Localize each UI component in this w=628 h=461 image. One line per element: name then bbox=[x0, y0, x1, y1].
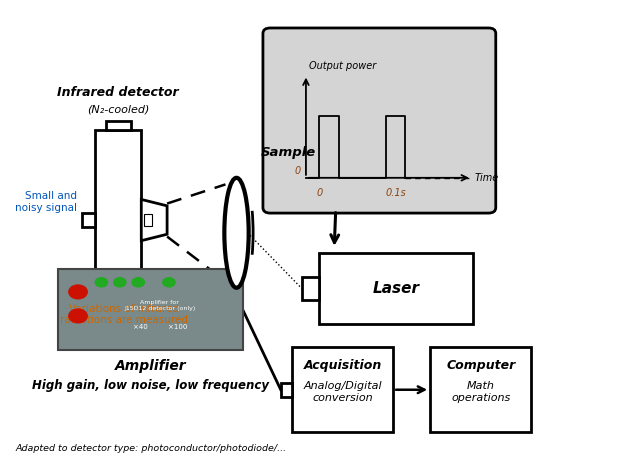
Circle shape bbox=[114, 278, 126, 287]
Bar bbox=[106, 121, 131, 130]
Bar bbox=[82, 213, 95, 227]
Circle shape bbox=[132, 278, 144, 287]
Text: Amplifier: Amplifier bbox=[115, 359, 187, 373]
Text: (N₂-cooled): (N₂-cooled) bbox=[87, 105, 149, 115]
Text: Variations of infrared
radiations are measured: Variations of infrared radiations are me… bbox=[60, 304, 188, 325]
Text: Output power: Output power bbox=[309, 61, 376, 71]
Bar bbox=[58, 269, 242, 349]
Circle shape bbox=[69, 285, 87, 299]
Bar bbox=[95, 130, 141, 285]
Text: Time: Time bbox=[475, 173, 499, 183]
Polygon shape bbox=[141, 200, 167, 241]
Text: 0: 0 bbox=[316, 188, 322, 198]
Text: ×40         ×100: ×40 ×100 bbox=[133, 324, 187, 330]
Text: Analog/Digital
conversion: Analog/Digital conversion bbox=[303, 381, 382, 403]
Bar bbox=[144, 214, 152, 226]
Bar bbox=[292, 347, 393, 432]
Bar bbox=[320, 254, 473, 325]
Text: High gain, low noise, low frequency: High gain, low noise, low frequency bbox=[32, 379, 269, 392]
Circle shape bbox=[163, 278, 175, 287]
Text: Infrared detector: Infrared detector bbox=[57, 86, 179, 99]
Text: 0.1s: 0.1s bbox=[385, 188, 406, 198]
Text: Computer: Computer bbox=[446, 359, 516, 372]
Text: 0: 0 bbox=[295, 165, 301, 176]
Text: Small and
noisy signal: Small and noisy signal bbox=[15, 191, 77, 213]
Bar bbox=[430, 347, 531, 432]
Text: Math
operations: Math operations bbox=[451, 381, 511, 403]
Circle shape bbox=[69, 309, 87, 323]
Bar bbox=[302, 278, 320, 301]
Text: Amplifier for
J15D12 detector (only): Amplifier for J15D12 detector (only) bbox=[124, 300, 195, 311]
Circle shape bbox=[95, 278, 107, 287]
Text: Adapted to detector type: photoconductor/photodiode/...: Adapted to detector type: photoconductor… bbox=[15, 444, 286, 453]
FancyBboxPatch shape bbox=[263, 28, 495, 213]
Text: Laser: Laser bbox=[373, 281, 420, 296]
Ellipse shape bbox=[224, 178, 249, 288]
Text: Sample: Sample bbox=[261, 147, 317, 160]
Text: Acquisition: Acquisition bbox=[303, 359, 382, 372]
Bar bbox=[281, 383, 292, 396]
